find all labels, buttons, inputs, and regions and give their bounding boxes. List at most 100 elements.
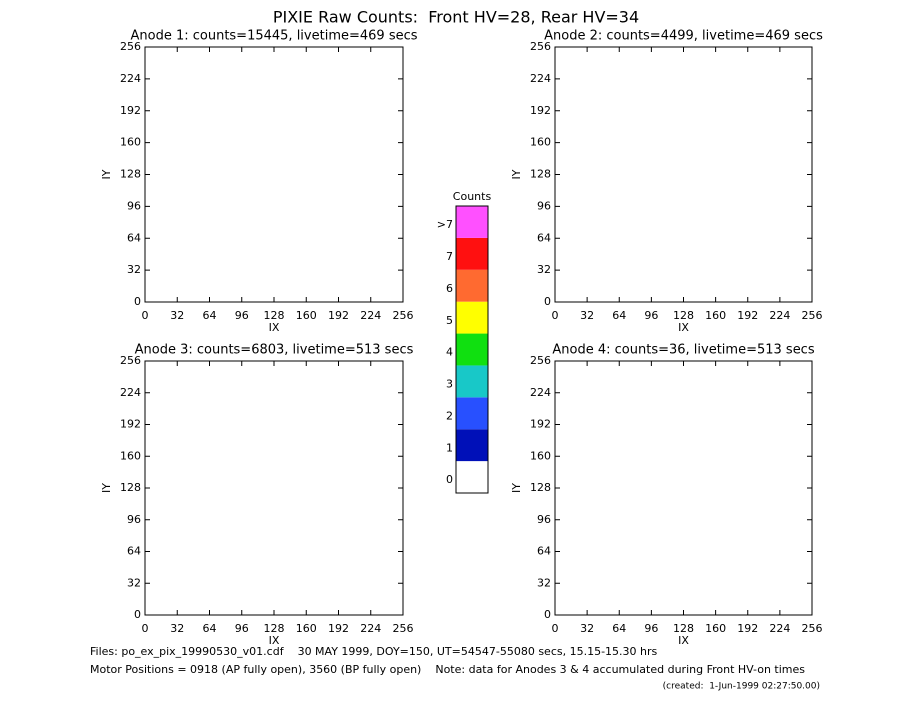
x-tick-label: 0 (142, 622, 149, 635)
page-title: PIXIE Raw Counts: Front HV=28, Rear HV=3… (273, 8, 639, 27)
color-bin (456, 461, 488, 493)
colorbar-label: 7 (446, 250, 453, 263)
x-tick-label: 192 (737, 309, 758, 322)
x-axis-label: IX (678, 634, 689, 647)
x-axis-label: IX (678, 321, 689, 334)
y-tick-label: 160 (120, 449, 141, 462)
footer-motor: Motor Positions = 0918 (AP fully open), … (90, 663, 805, 676)
y-tick-label: 256 (530, 40, 551, 53)
color-bin (456, 269, 488, 302)
panel-title: Anode 4: counts=36, livetime=513 secs (552, 343, 814, 358)
colorbar-label: >7 (437, 218, 453, 231)
y-tick-label: 64 (127, 231, 141, 244)
y-tick-label: 32 (127, 576, 141, 589)
plot-frame (554, 360, 813, 616)
y-axis-label: IY (100, 483, 113, 493)
x-tick-label: 128 (673, 622, 694, 635)
y-tick-label: 64 (537, 231, 551, 244)
x-tick-label: 32 (580, 309, 594, 322)
y-tick-label: 64 (127, 545, 141, 558)
y-tick-label: 224 (120, 72, 141, 85)
footer-created: (created: 1-Jun-1999 02:27:50.00) (663, 682, 820, 692)
x-tick-label: 192 (737, 622, 758, 635)
x-tick-label: 128 (264, 309, 285, 322)
y-tick-label: 128 (530, 481, 551, 494)
panel-title: Anode 2: counts=4499, livetime=469 secs (544, 29, 823, 44)
colorbar-label: 6 (446, 282, 453, 295)
y-axis-label: IY (510, 169, 523, 179)
x-tick-label: 224 (360, 309, 381, 322)
x-tick-label: 192 (328, 622, 349, 635)
x-tick-label: 256 (802, 622, 823, 635)
y-tick-label: 0 (544, 295, 551, 308)
x-tick-label: 128 (264, 622, 285, 635)
x-tick-label: 32 (580, 622, 594, 635)
x-axis-label: IX (269, 634, 280, 647)
y-tick-label: 128 (530, 168, 551, 181)
colorbar-label: 3 (446, 378, 453, 391)
x-tick-label: 160 (296, 309, 317, 322)
y-tick-label: 192 (530, 418, 551, 431)
x-tick-label: 160 (296, 622, 317, 635)
x-tick-label: 0 (142, 309, 149, 322)
y-tick-label: 192 (530, 104, 551, 117)
y-tick-label: 64 (537, 545, 551, 558)
y-tick-label: 256 (120, 40, 141, 53)
y-tick-label: 192 (120, 104, 141, 117)
panel-title: Anode 3: counts=6803, livetime=513 secs (135, 343, 414, 358)
x-tick-label: 128 (673, 309, 694, 322)
y-tick-label: 224 (530, 72, 551, 85)
colorbar-frame (455, 205, 489, 494)
colorbar-label: 2 (446, 409, 453, 422)
colorbar-label: 1 (446, 441, 453, 454)
y-tick-label: 160 (530, 449, 551, 462)
y-tick-label: 192 (120, 418, 141, 431)
y-tick-label: 0 (134, 295, 141, 308)
y-tick-label: 32 (537, 263, 551, 276)
colorbar-label: 0 (446, 473, 453, 486)
y-tick-label: 256 (120, 354, 141, 367)
x-tick-label: 64 (203, 622, 217, 635)
x-tick-label: 64 (612, 622, 626, 635)
color-bin (456, 397, 488, 430)
x-tick-label: 224 (360, 622, 381, 635)
y-tick-label: 0 (134, 608, 141, 621)
panel-title: Anode 1: counts=15445, livetime=469 secs (130, 29, 417, 44)
y-tick-label: 256 (530, 354, 551, 367)
y-tick-label: 32 (127, 263, 141, 276)
x-tick-label: 160 (705, 622, 726, 635)
x-tick-label: 160 (705, 309, 726, 322)
colorbar-title: Counts (453, 190, 492, 203)
x-tick-label: 256 (802, 309, 823, 322)
x-tick-label: 224 (769, 622, 790, 635)
y-axis-label: IY (510, 483, 523, 493)
x-tick-label: 96 (644, 622, 658, 635)
y-tick-label: 96 (537, 199, 551, 212)
plot-frame (144, 46, 404, 303)
y-tick-label: 160 (120, 136, 141, 149)
y-tick-label: 32 (537, 576, 551, 589)
x-tick-label: 96 (235, 309, 249, 322)
y-tick-label: 0 (544, 608, 551, 621)
y-tick-label: 224 (530, 386, 551, 399)
x-tick-label: 256 (393, 622, 414, 635)
y-tick-label: 96 (537, 513, 551, 526)
color-bin (456, 301, 488, 334)
x-axis-label: IX (269, 321, 280, 334)
x-tick-label: 32 (170, 309, 184, 322)
x-tick-label: 0 (552, 622, 559, 635)
colorbar-label: 5 (446, 314, 453, 327)
colorbar-label: 4 (446, 346, 453, 359)
color-bin (456, 237, 488, 270)
x-tick-label: 224 (769, 309, 790, 322)
plot-frame (554, 46, 813, 303)
y-axis-label: IY (100, 169, 113, 179)
x-tick-label: 192 (328, 309, 349, 322)
y-tick-label: 128 (120, 481, 141, 494)
x-tick-label: 64 (612, 309, 626, 322)
color-bin (456, 206, 488, 238)
y-tick-label: 224 (120, 386, 141, 399)
x-tick-label: 64 (203, 309, 217, 322)
color-bin (456, 365, 488, 398)
